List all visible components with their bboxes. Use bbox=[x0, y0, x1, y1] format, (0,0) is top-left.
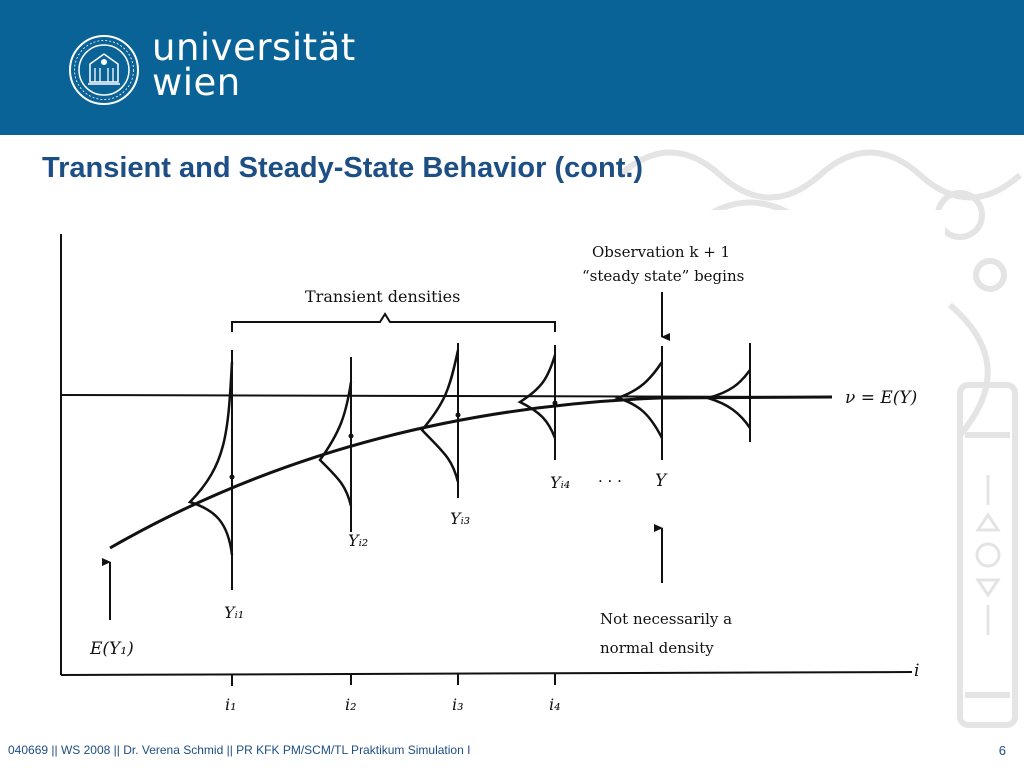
header-bar: universität wien bbox=[0, 0, 1024, 135]
observation-label-line2: “steady state” begins bbox=[582, 267, 744, 285]
curve-point-2 bbox=[348, 433, 354, 439]
logo-line-wien: wien bbox=[152, 61, 241, 104]
transient-densities-label: Transient densities bbox=[305, 287, 460, 306]
steady-state-density bbox=[614, 361, 664, 439]
curve-point-1 bbox=[229, 474, 235, 480]
footer-text: 040669 || WS 2008 || Dr. Verena Schmid |… bbox=[8, 743, 471, 757]
transient-steady-state-diagram: Transient densities Observation k + 1 “s… bbox=[40, 210, 945, 730]
logo-line-universitat: universität bbox=[152, 26, 356, 69]
tick-label-3: i₃ bbox=[452, 695, 464, 714]
initial-label: E(Y₁) bbox=[89, 639, 134, 659]
tick-label-1: i₁ bbox=[225, 695, 237, 714]
university-logo-text: universität wien bbox=[152, 26, 356, 104]
y-label-2: Yᵢ₂ bbox=[348, 531, 368, 550]
transient-density-1 bbox=[187, 361, 234, 556]
note-line1: Not necessarily a bbox=[600, 610, 732, 628]
note-line2: normal density bbox=[600, 639, 714, 657]
steady-state-density-next bbox=[703, 369, 752, 429]
curve-point-4 bbox=[552, 400, 558, 406]
diagram-svg: Transient densities Observation k + 1 “s… bbox=[60, 234, 919, 714]
slide-title: Transient and Steady-State Behavior (con… bbox=[42, 152, 644, 184]
curve-point-3 bbox=[455, 412, 461, 418]
transient-bracket bbox=[231, 312, 556, 332]
y-label-1: Yᵢ₁ bbox=[224, 603, 244, 622]
expected-value-curve bbox=[109, 395, 833, 550]
y-label-3: Yᵢ₃ bbox=[450, 509, 470, 528]
steady-y-label: Y bbox=[655, 471, 668, 491]
axis-label-i: i bbox=[914, 661, 919, 681]
page-number: 6 bbox=[998, 743, 1006, 758]
observation-label-line1: Observation k + 1 bbox=[592, 243, 730, 261]
tick-label-4: i₄ bbox=[549, 695, 561, 714]
y-label-4: Yᵢ₄ bbox=[550, 473, 570, 492]
transient-density-2 bbox=[318, 381, 353, 507]
dots-label: · · · bbox=[598, 472, 622, 490]
university-seal-icon bbox=[69, 35, 139, 105]
transient-density-4 bbox=[517, 354, 557, 439]
mean-label: ν = E(Y) bbox=[845, 388, 917, 408]
transient-density-3 bbox=[420, 349, 460, 483]
tick-label-2: i₂ bbox=[345, 695, 357, 714]
horizontal-axis bbox=[60, 671, 913, 676]
